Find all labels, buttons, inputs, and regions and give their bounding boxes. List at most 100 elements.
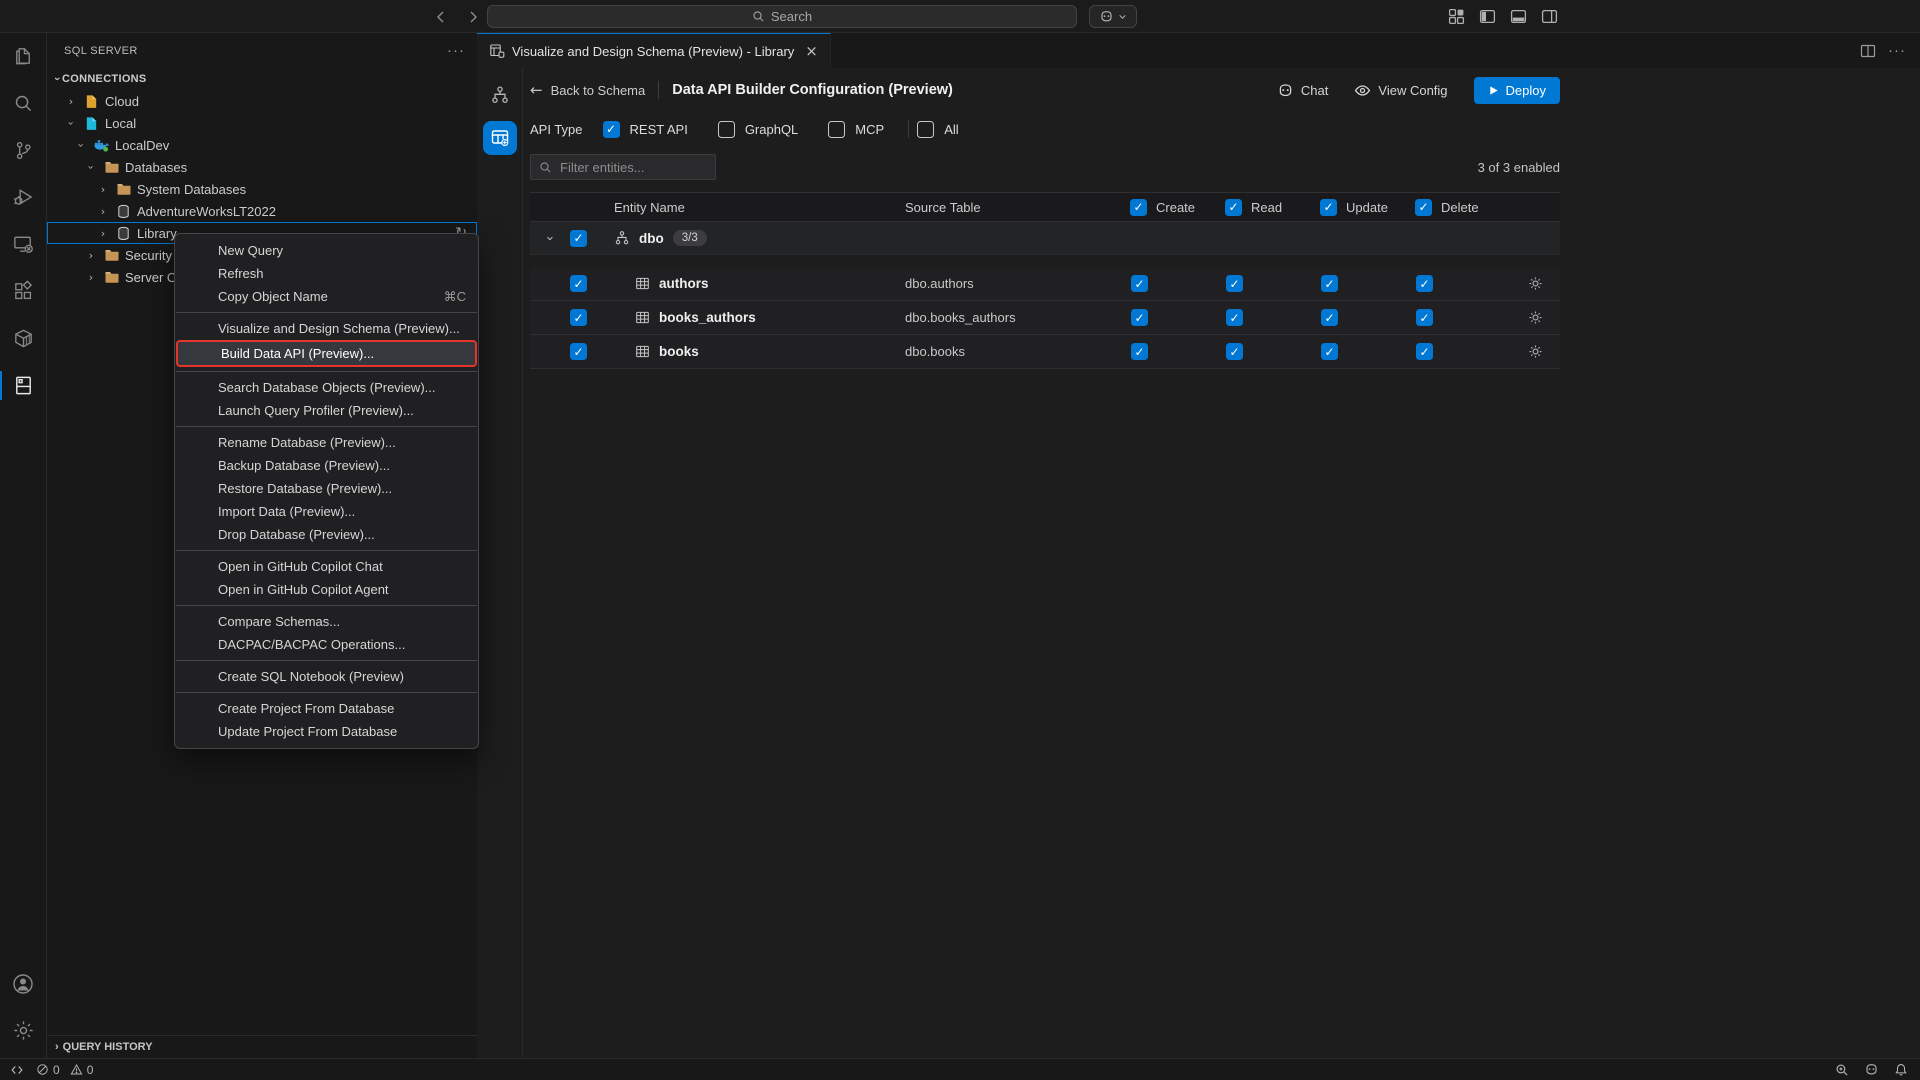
delete-checkbox[interactable] [1416,275,1433,292]
problems-indicator[interactable]: 0 0 [36,1063,93,1077]
account-icon[interactable] [0,960,47,1007]
nav-forward-icon[interactable] [464,8,482,26]
deploy-button[interactable]: Deploy [1473,76,1560,104]
api-option-rest[interactable]: REST API [602,120,688,138]
remote-explorer-icon[interactable] [0,221,47,268]
chevron-down-icon[interactable] [530,231,570,246]
command-center-search[interactable]: Search [487,5,1077,28]
update-all-checkbox[interactable] [1320,198,1337,216]
entity-checkbox[interactable] [570,309,587,326]
api-option-mcp[interactable]: MCP [828,120,884,138]
view-config-button[interactable]: View Config [1354,82,1448,99]
containers-icon[interactable] [0,315,47,362]
menu-item-import-data[interactable]: Import Data (Preview)... [218,504,356,519]
chat-button[interactable]: Chat [1277,82,1328,99]
tab-visualize-design-schema[interactable]: Visualize and Design Schema (Preview) - … [477,33,831,68]
menu-item-copy-object-name[interactable]: Copy Object Name ⌘C [175,285,478,308]
menu-item-create-project-from-database[interactable]: Create Project From Database [218,701,395,716]
toggle-primary-sidebar-icon[interactable] [1478,8,1496,26]
graphql-checkbox[interactable] [717,120,735,138]
create-checkbox[interactable] [1131,309,1148,326]
entity-checkbox[interactable] [570,343,587,360]
entity-settings-gear-icon[interactable] [1510,276,1560,291]
toggle-secondary-sidebar-icon[interactable] [1540,8,1558,26]
sql-database-projects-icon[interactable] [0,362,47,409]
menu-item-drop-database[interactable]: Drop Database (Preview)... [218,527,375,542]
update-checkbox[interactable] [1321,309,1338,326]
read-checkbox[interactable] [1226,275,1243,292]
sidebar-more-actions-icon[interactable]: ··· [447,42,465,59]
create-checkbox[interactable] [1131,343,1148,360]
all-checkbox[interactable] [917,120,935,138]
menu-item-create-sql-notebook[interactable]: Create SQL Notebook (Preview) [218,669,404,684]
menu-item-dacpac-bacpac[interactable]: DACPAC/BACPAC Operations... [218,637,406,652]
tree-item-system-databases[interactable]: System Databases [47,178,477,200]
create-checkbox[interactable] [1131,275,1148,292]
menu-item-backup-database[interactable]: Backup Database (Preview)... [218,458,390,473]
run-debug-icon[interactable] [0,174,47,221]
read-checkbox[interactable] [1226,343,1243,360]
tree-item-cloud[interactable]: Cloud [47,90,477,112]
close-icon[interactable] [805,42,818,60]
filter-entities-box[interactable] [530,154,716,180]
settings-gear-icon[interactable] [0,1007,47,1054]
menu-item-compare-schemas[interactable]: Compare Schemas... [218,614,341,629]
menu-item-refresh[interactable]: Refresh [218,266,264,281]
remote-indicator-icon[interactable] [10,1063,24,1077]
schema-diagram-view-icon[interactable] [483,78,517,112]
read-checkbox[interactable] [1226,309,1243,326]
editor-more-actions-icon[interactable]: ··· [1888,42,1906,59]
menu-item-restore-database[interactable]: Restore Database (Preview)... [218,481,393,496]
menu-item-open-copilot-agent[interactable]: Open in GitHub Copilot Agent [218,582,389,597]
menu-item-new-query[interactable]: New Query [218,243,284,258]
data-api-builder-view-icon[interactable] [482,121,517,155]
update-checkbox[interactable] [1321,275,1338,292]
connections-section[interactable]: CONNECTIONS [47,68,477,90]
mcp-checkbox[interactable] [828,120,846,138]
menu-item-launch-query-profiler[interactable]: Launch Query Profiler (Preview)... [218,403,414,418]
tree-item-local[interactable]: Local [47,112,477,134]
extensions-icon[interactable] [0,268,47,315]
delete-checkbox[interactable] [1416,309,1433,326]
entity-row-books-authors[interactable]: books_authors dbo.books_authors [530,301,1560,335]
filter-entities-input[interactable] [558,158,707,176]
source-control-icon[interactable] [0,127,47,174]
group-checkbox[interactable] [570,229,587,247]
customize-layout-icon[interactable] [1447,8,1465,26]
read-all-checkbox[interactable] [1225,198,1242,216]
tree-item-databases[interactable]: Databases [47,156,477,178]
copilot-status-icon[interactable] [1864,1062,1879,1077]
menu-item-open-copilot-chat[interactable]: Open in GitHub Copilot Chat [218,559,383,574]
toggle-panel-icon[interactable] [1509,8,1527,26]
split-editor-icon[interactable] [1860,43,1876,59]
tree-item-security[interactable]: Security [47,244,477,266]
menu-item-update-project-from-database[interactable]: Update Project From Database [218,724,398,739]
create-all-checkbox[interactable] [1130,198,1147,216]
tree-item-adventureworks[interactable]: AdventureWorksLT2022 [47,200,477,222]
entity-row-authors[interactable]: authors dbo.authors [530,267,1560,301]
menu-item-search-database-objects[interactable]: Search Database Objects (Preview)... [218,380,436,395]
entity-settings-gear-icon[interactable] [1510,310,1560,325]
delete-checkbox[interactable] [1416,343,1433,360]
tree-item-server-objects[interactable]: Server Obj [47,266,477,288]
menu-item-visualize-design-schema[interactable]: Visualize and Design Schema (Preview)... [218,321,460,336]
menu-item-rename-database[interactable]: Rename Database (Preview)... [218,435,396,450]
update-checkbox[interactable] [1321,343,1338,360]
search-view-icon[interactable] [0,80,47,127]
api-option-graphql[interactable]: GraphQL [717,120,798,138]
entity-checkbox[interactable] [570,275,587,292]
entity-settings-gear-icon[interactable] [1510,344,1560,359]
delete-all-checkbox[interactable] [1415,198,1432,216]
entity-row-books[interactable]: books dbo.books [530,335,1560,369]
rest-api-checkbox[interactable] [602,120,620,138]
nav-back-icon[interactable] [432,8,450,26]
menu-item-build-data-api[interactable]: Build Data API (Preview)... [176,340,477,367]
api-option-all[interactable]: All [917,120,959,138]
explorer-icon[interactable] [0,33,47,80]
back-to-schema-link[interactable]: Back to Schema [530,81,646,99]
notifications-bell-icon[interactable] [1894,1063,1908,1077]
copilot-menu-button[interactable] [1089,5,1137,28]
zoom-indicator-icon[interactable] [1835,1063,1849,1077]
query-history-section[interactable]: QUERY HISTORY [47,1035,477,1058]
tree-item-localdev[interactable]: LocalDev [47,134,477,156]
